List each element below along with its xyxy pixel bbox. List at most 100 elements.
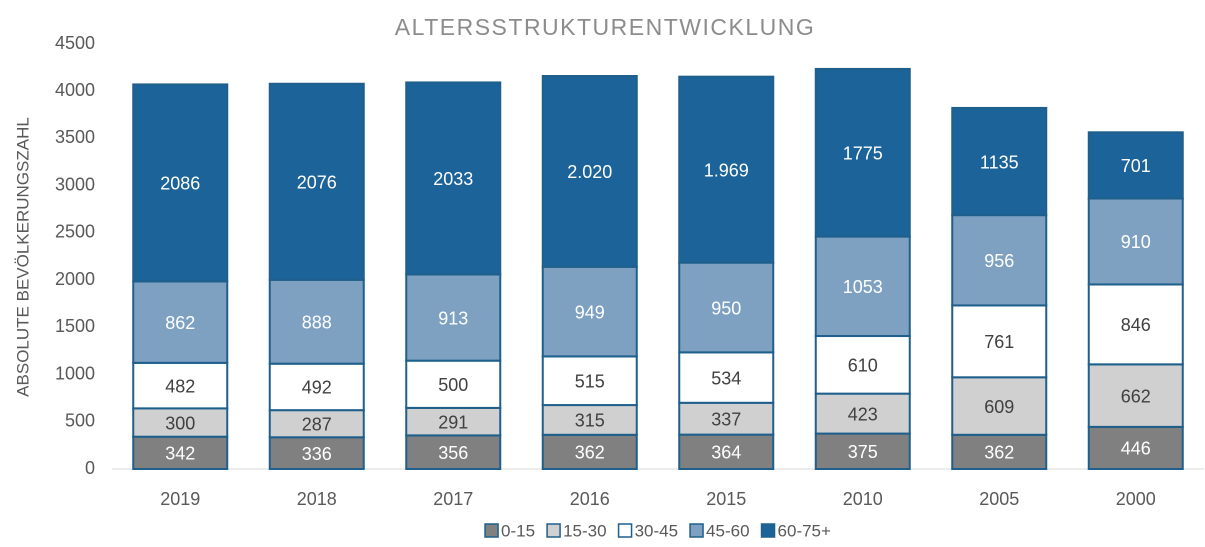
bar-segment — [132, 280, 229, 364]
legend-swatch — [617, 523, 633, 538]
bar-segment — [814, 392, 911, 435]
bar-segment — [951, 433, 1048, 470]
x-tick-label: 2019 — [160, 489, 200, 509]
data-label: 609 — [984, 397, 1014, 417]
legend-swatch — [484, 523, 499, 538]
data-label: 362 — [984, 443, 1014, 463]
bar-segment — [405, 81, 502, 276]
data-label: 342 — [165, 444, 195, 464]
bar-segment — [541, 265, 638, 358]
bar-segment — [132, 83, 229, 283]
bar-segment — [814, 432, 911, 471]
data-label: 913 — [438, 308, 468, 328]
data-label: 2033 — [433, 169, 473, 189]
legend-label: 45-60 — [706, 521, 749, 540]
y-axis-label: ABSOLUTE BEVÖLKERUNGSZAHL — [13, 117, 32, 397]
y-tick-label: 2000 — [55, 269, 95, 289]
bar-segment — [132, 407, 229, 438]
legend-label: 30-45 — [635, 521, 678, 540]
data-label: 2086 — [160, 174, 200, 194]
bar-segment — [268, 82, 365, 281]
bar-segment — [541, 75, 638, 268]
y-tick-label: 4500 — [55, 33, 95, 53]
data-label: 315 — [575, 411, 605, 431]
bar-segment — [268, 362, 365, 412]
y-tick-label: 0 — [85, 458, 95, 478]
data-label: 910 — [1121, 232, 1151, 252]
data-label: 1775 — [843, 144, 883, 164]
data-label: 888 — [302, 313, 332, 333]
x-tick-label: 2015 — [706, 489, 746, 509]
data-label: 846 — [1121, 315, 1151, 335]
data-label: 423 — [848, 404, 878, 424]
x-tick-label: 2005 — [979, 489, 1019, 509]
bar-segment — [1087, 131, 1184, 200]
y-tick-label: 1000 — [55, 363, 95, 383]
legend-label: 15-30 — [563, 521, 606, 540]
bar-segment — [678, 401, 775, 436]
data-label: 761 — [984, 332, 1014, 352]
bar-segment — [541, 404, 638, 436]
bar-segment — [405, 359, 502, 409]
data-label: 515 — [575, 371, 605, 391]
bar-segment — [268, 409, 365, 439]
bar-segment — [678, 351, 775, 404]
bar-segment — [405, 434, 502, 470]
x-tick-label: 2017 — [433, 489, 473, 509]
bar-segment — [405, 273, 502, 362]
data-label: 356 — [438, 443, 468, 463]
y-tick-label: 3500 — [55, 127, 95, 147]
x-tick-label: 2010 — [843, 489, 883, 509]
legend-swatch — [760, 523, 776, 538]
bar-segment — [678, 433, 775, 470]
data-label: 337 — [711, 409, 741, 429]
data-label: 701 — [1121, 156, 1151, 176]
y-tick-label: 3000 — [55, 174, 95, 194]
bar-segment — [1087, 197, 1184, 286]
legend-swatch — [689, 523, 704, 538]
bar-segment — [541, 355, 638, 407]
data-label: 1053 — [843, 277, 883, 297]
bar-segment — [814, 67, 911, 238]
data-label: 364 — [711, 443, 741, 463]
x-tick-label: 2000 — [1116, 489, 1156, 509]
data-label: 956 — [984, 251, 1014, 271]
data-label: 482 — [165, 376, 195, 396]
bar-segment — [268, 436, 365, 470]
data-label: 500 — [438, 375, 468, 395]
bar-segment — [405, 406, 502, 437]
data-label: 534 — [711, 368, 741, 388]
data-label: 2.020 — [567, 162, 612, 182]
legend-label: 60-75+ — [778, 521, 831, 540]
data-label: 1135 — [980, 152, 1019, 172]
bar-segment — [541, 433, 638, 470]
data-label: 610 — [848, 356, 878, 376]
data-label: 2076 — [297, 173, 337, 193]
data-label: 291 — [438, 412, 468, 432]
y-tick-label: 500 — [65, 411, 95, 431]
data-label: 862 — [165, 313, 195, 333]
legend-label: 0-15 — [501, 521, 535, 540]
data-label: 375 — [848, 442, 878, 462]
data-label: 446 — [1121, 439, 1151, 459]
y-tick-label: 1500 — [55, 316, 95, 336]
bar-segment — [268, 278, 365, 365]
data-label: 1.969 — [704, 160, 749, 180]
bar-segment — [951, 376, 1048, 436]
x-tick-label: 2018 — [297, 489, 337, 509]
x-tick-label: 2016 — [570, 489, 610, 509]
data-label: 662 — [1121, 386, 1151, 406]
data-label: 949 — [575, 302, 605, 322]
data-label: 300 — [165, 413, 195, 433]
bar-segment — [814, 235, 911, 338]
data-label: 492 — [302, 378, 332, 398]
chart-title: ALTERSSTRUKTURENTWICKLUNG — [395, 14, 815, 40]
y-tick-label: 4000 — [55, 80, 95, 100]
data-label: 950 — [711, 298, 741, 318]
bar-segment — [814, 335, 911, 395]
bar-segment — [678, 75, 775, 264]
data-label: 362 — [575, 443, 605, 463]
bar-segment — [132, 435, 229, 471]
y-tick-label: 2500 — [55, 222, 95, 242]
